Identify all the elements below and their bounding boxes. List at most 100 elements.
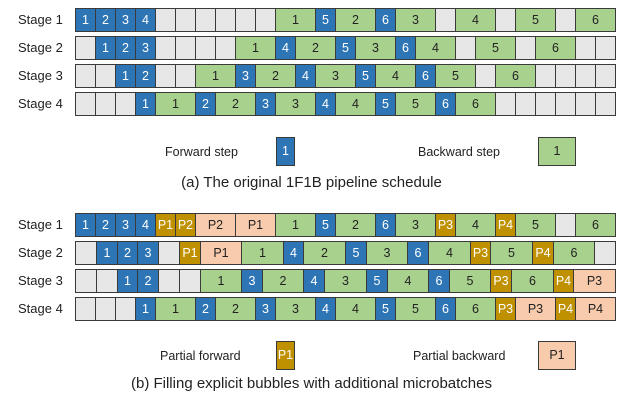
backward-step-cell: 2 <box>335 8 376 32</box>
stage-label: Stage 4 <box>18 301 63 316</box>
forward-step-cell: 3 <box>241 269 263 293</box>
idle-bubble-cell <box>215 8 236 32</box>
idle-bubble-cell <box>595 92 616 116</box>
forward-step-cell: 5 <box>366 269 388 293</box>
partial-forward-cell: P1 <box>179 241 201 265</box>
backward-step-cell: 6 <box>455 297 496 321</box>
forward-step-cell: 3 <box>235 64 256 88</box>
idle-bubble-cell <box>555 8 576 32</box>
idle-bubble-cell <box>95 297 116 321</box>
idle-bubble-cell <box>115 297 136 321</box>
idle-bubble-cell <box>215 36 236 60</box>
idle-bubble-cell <box>515 36 536 60</box>
backward-step-cell: 2 <box>303 241 346 265</box>
stage-label: Stage 4 <box>18 96 63 111</box>
idle-bubble-cell <box>115 92 136 116</box>
forward-step-cell: 5 <box>375 92 396 116</box>
legend-b-partial-backward-label: Partial backward <box>413 349 506 363</box>
forward-step-cell: 2 <box>95 8 116 32</box>
partial-forward-cell: P4 <box>532 241 554 265</box>
partial-forward-cell: P3 <box>490 269 512 293</box>
backward-step-cell: 1 <box>275 213 316 237</box>
backward-step-cell: 3 <box>355 36 396 60</box>
forward-step-cell: 1 <box>75 213 96 237</box>
backward-step-cell: 1 <box>275 8 316 32</box>
idle-bubble-cell <box>96 269 118 293</box>
idle-bubble-cell <box>75 36 96 60</box>
forward-step-cell: 2 <box>95 213 116 237</box>
forward-step-cell: 6 <box>375 213 396 237</box>
idle-bubble-cell <box>195 36 216 60</box>
forward-step-cell: 3 <box>135 36 156 60</box>
idle-bubble-cell <box>475 64 496 88</box>
backward-step-cell: 3 <box>366 241 408 265</box>
backward-step-cell: 4 <box>335 92 376 116</box>
idle-bubble-cell <box>175 36 196 60</box>
backward-step-cell: 4 <box>455 213 496 237</box>
backward-step-cell: 3 <box>324 269 367 293</box>
idle-bubble-cell <box>555 64 576 88</box>
backward-step-cell: 2 <box>215 297 256 321</box>
backward-step-cell: 3 <box>275 92 316 116</box>
idle-bubble-cell <box>179 269 201 293</box>
forward-step-cell: 1 <box>117 269 138 293</box>
partial-backward-cell: P3 <box>515 297 556 321</box>
idle-bubble-cell <box>455 36 476 60</box>
forward-step-cell: 3 <box>137 241 159 265</box>
idle-bubble-cell <box>255 8 276 32</box>
forward-step-cell: 2 <box>117 241 138 265</box>
backward-step-cell: 4 <box>428 241 471 265</box>
forward-step-cell: 1 <box>135 297 156 321</box>
stage-label: Stage 1 <box>18 217 63 232</box>
forward-step-cell: 4 <box>135 213 156 237</box>
backward-step-cell: 2 <box>262 269 304 293</box>
idle-bubble-cell <box>158 241 180 265</box>
partial-forward-cell: P3 <box>435 213 456 237</box>
backward-step-cell: 5 <box>395 297 436 321</box>
idle-bubble-cell <box>595 64 616 88</box>
partial-backward-cell: P4 <box>575 297 616 321</box>
backward-step-cell: 2 <box>335 213 376 237</box>
caption-b: (b) Filling explicit bubbles with additi… <box>130 375 492 392</box>
backward-step-cell: 2 <box>255 64 296 88</box>
backward-step-cell: 5 <box>435 64 476 88</box>
backward-step-cell: 5 <box>515 8 556 32</box>
idle-bubble-cell <box>575 36 596 60</box>
forward-step-cell: 5 <box>355 64 376 88</box>
backward-step-cell: 2 <box>215 92 256 116</box>
legend-b-partial-forward-label: Partial forward <box>160 349 241 363</box>
idle-bubble-cell <box>155 36 176 60</box>
forward-step-cell: 6 <box>375 8 396 32</box>
forward-step-cell: 6 <box>435 297 456 321</box>
forward-step-cell: 3 <box>115 213 136 237</box>
idle-bubble-cell <box>75 241 97 265</box>
backward-step-cell: 4 <box>375 64 416 88</box>
backward-step-cell: 6 <box>553 241 595 265</box>
idle-bubble-cell <box>195 8 216 32</box>
backward-step-cell: 3 <box>315 64 356 88</box>
partial-backward-cell: P2 <box>195 213 236 237</box>
forward-step-cell: 5 <box>375 297 396 321</box>
partial-forward-cell: P1 <box>155 213 176 237</box>
backward-step-cell: 5 <box>395 92 436 116</box>
forward-step-cell: 4 <box>275 36 296 60</box>
forward-step-cell: 5 <box>315 213 336 237</box>
partial-backward-cell: P3 <box>573 269 616 293</box>
idle-bubble-cell <box>495 92 516 116</box>
forward-step-cell: 2 <box>137 269 159 293</box>
forward-step-cell: 4 <box>315 92 336 116</box>
backward-step-cell: 6 <box>575 213 616 237</box>
backward-step-cell: 3 <box>275 297 316 321</box>
stage-label: Stage 3 <box>18 68 63 83</box>
stage-label: Stage 1 <box>18 12 63 27</box>
forward-step-cell: 2 <box>135 64 156 88</box>
partial-backward-cell: P1 <box>235 213 276 237</box>
idle-bubble-cell <box>155 64 176 88</box>
idle-bubble-cell <box>158 269 180 293</box>
backward-step-cell: 4 <box>387 269 429 293</box>
backward-step-cell: 5 <box>475 36 516 60</box>
forward-step-cell: 3 <box>255 297 276 321</box>
forward-step-cell: 3 <box>255 92 276 116</box>
forward-step-cell: 1 <box>75 8 96 32</box>
legend-b-partial-forward-swatch: P1 <box>276 341 295 370</box>
